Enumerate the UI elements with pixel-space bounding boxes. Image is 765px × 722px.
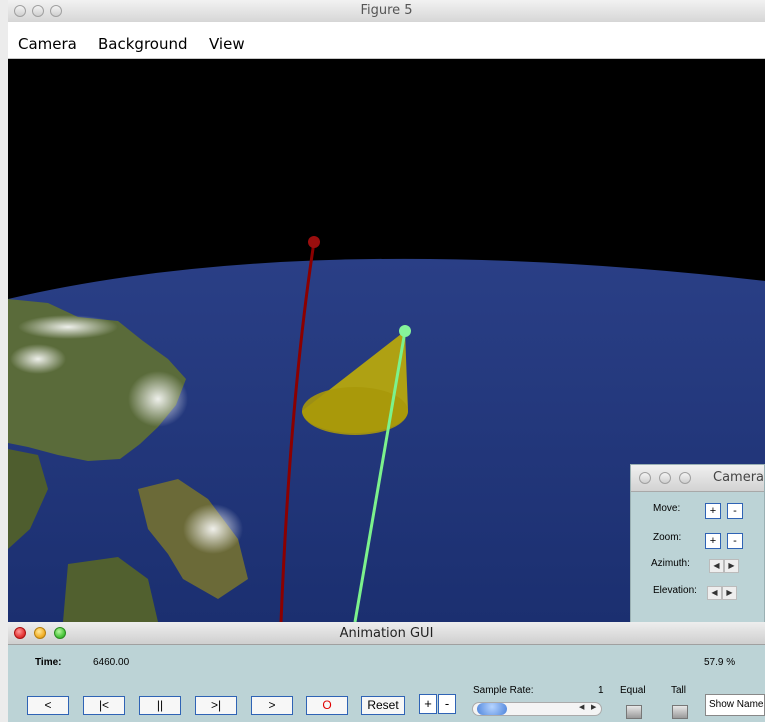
move-minus-button[interactable]: - (727, 503, 743, 519)
arrow-left-icon[interactable]: ◀ (707, 586, 722, 600)
pause-button[interactable]: || (139, 696, 181, 715)
arrow-left-icon[interactable]: ◀ (709, 559, 724, 573)
equal-label: Equal (620, 685, 646, 696)
zoom-minus-button[interactable]: - (727, 533, 743, 549)
green-satellite-marker (399, 325, 411, 337)
animation-gui-title: Animation GUI (339, 626, 434, 641)
equal-checkbox[interactable] (626, 705, 642, 719)
arrow-right-icon[interactable]: ▶ (724, 559, 739, 573)
go-to-end-button[interactable]: >| (195, 696, 237, 715)
azimuth-stepper[interactable]: ◀ ▶ (709, 559, 739, 573)
reset-button[interactable]: Reset (361, 696, 405, 715)
menu-background[interactable]: Background (98, 35, 188, 53)
window-titlebar: Figure 5 (8, 0, 765, 23)
menu-camera[interactable]: Camera (18, 35, 77, 53)
menu-bar: Camera Background View (8, 22, 765, 59)
move-label: Move: (653, 503, 681, 514)
zoom-plus-button[interactable]: + (705, 533, 721, 549)
close-window-icon[interactable] (639, 472, 651, 484)
animation-gui-titlebar: Animation GUI (8, 622, 765, 645)
red-satellite-marker (308, 236, 320, 248)
cloud-patch (183, 504, 243, 554)
show-names-button[interactable]: Show Names (705, 694, 765, 716)
speed-plus-button[interactable]: + (419, 694, 437, 714)
azimuth-label: Azimuth: (651, 558, 690, 569)
camera-panel: Camera Move: + - Zoom: + - Azimuth: ◀ ▶ … (630, 464, 765, 624)
slider-arrow-left-icon[interactable]: ◀ (579, 704, 585, 711)
menu-view[interactable]: View (209, 35, 245, 53)
camera-panel-titlebar: Camera (631, 465, 764, 492)
step-forward-button[interactable]: > (251, 696, 293, 715)
zoom-label: Zoom: (653, 532, 682, 543)
animation-gui-window: Animation GUI Time: 6460.00 57.9 % < |< … (8, 622, 765, 722)
landmass-west (8, 449, 48, 549)
tall-checkbox[interactable] (672, 705, 688, 719)
green-orbit-track (353, 330, 407, 622)
progress-percent: 57.9 % (704, 657, 736, 668)
time-value: 6460.00 (93, 657, 130, 668)
tall-label: Tall (671, 685, 687, 696)
sample-rate-label: Sample Rate: (473, 685, 534, 696)
close-window-icon[interactable] (14, 627, 26, 639)
landmass-south (63, 557, 158, 622)
move-plus-button[interactable]: + (705, 503, 721, 519)
sensor-cone-base (302, 387, 408, 435)
minimize-window-icon[interactable] (34, 627, 46, 639)
go-to-start-button[interactable]: |< (83, 696, 125, 715)
zoom-window-icon[interactable] (50, 5, 62, 17)
red-orbit-track (279, 241, 316, 622)
window-title: Figure 5 (360, 3, 413, 18)
elevation-label: Elevation: (653, 585, 697, 596)
record-button[interactable]: O (306, 696, 348, 715)
sample-rate-value: 1 (598, 685, 604, 696)
elevation-stepper[interactable]: ◀ ▶ (707, 586, 737, 600)
cloud-patch (128, 371, 188, 427)
cloud-patch (10, 344, 66, 374)
slider-thumb[interactable] (477, 703, 507, 715)
minimize-window-icon[interactable] (659, 472, 671, 484)
minimize-window-icon[interactable] (32, 5, 44, 17)
step-back-button[interactable]: < (27, 696, 69, 715)
time-label: Time: (35, 657, 62, 668)
camera-panel-title: Camera (713, 470, 765, 485)
cloud-patch (18, 315, 118, 339)
speed-minus-button[interactable]: - (438, 694, 456, 714)
arrow-right-icon[interactable]: ▶ (722, 586, 737, 600)
close-window-icon[interactable] (14, 5, 26, 17)
slider-arrow-right-icon[interactable]: ▶ (591, 704, 597, 711)
zoom-window-icon[interactable] (54, 627, 66, 639)
sample-rate-slider[interactable]: ◀ ▶ (472, 702, 602, 716)
zoom-window-icon[interactable] (679, 472, 691, 484)
